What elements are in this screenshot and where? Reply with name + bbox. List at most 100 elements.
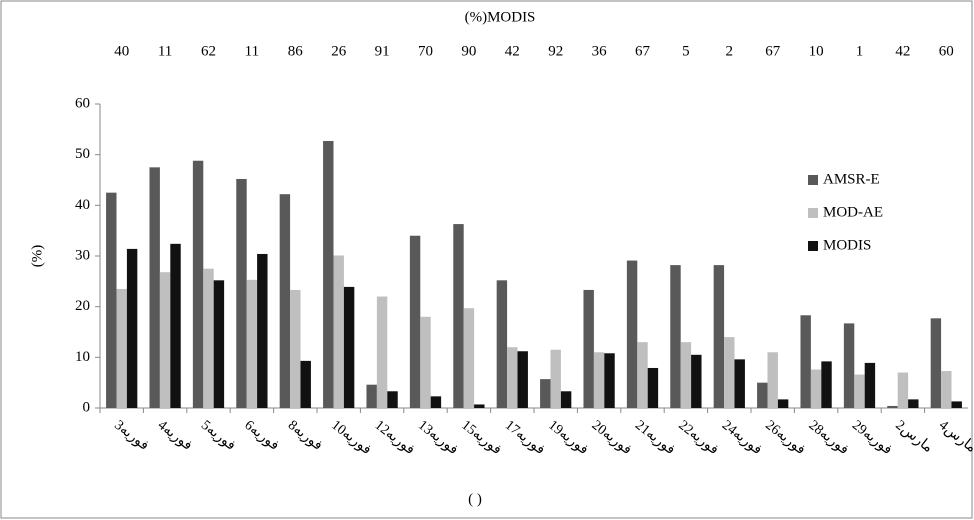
y-tick-label: 20 [75,298,90,314]
bar [680,342,692,408]
bar [463,308,475,408]
bar [691,354,702,408]
bar [453,224,464,408]
bar [213,280,225,408]
bar [941,371,952,408]
top-label: 11 [158,43,172,59]
x-tick-label: 4فوریه [155,418,195,454]
bar [843,323,855,408]
bar [279,194,291,408]
bar [560,391,572,408]
bar [767,352,778,408]
legend-label: AMSR-E [823,171,880,187]
bar [474,404,485,408]
bar [593,352,605,408]
legend-label: MOD-AE [823,204,883,220]
x-tick-label: 29فوریه [849,418,895,458]
bar [507,347,518,408]
top-label: 5 [682,43,690,59]
top-label: 42 [895,43,910,59]
bar [496,280,508,408]
top-label: 10 [809,43,824,59]
bar [734,359,745,408]
bar [800,315,811,408]
y-axis-label: (%) [29,245,45,268]
x-tick-label: 24فوریه [719,418,765,458]
bar [626,260,638,408]
x-tick-label: 19فوریه [545,418,591,458]
top-label: 60 [939,43,954,59]
bar [126,248,138,408]
y-tick-label: 50 [75,146,90,162]
top-label: 91 [375,43,390,59]
bar [106,192,117,408]
legend-swatch [808,241,818,251]
bar [159,272,171,408]
bar [864,362,876,408]
x-tick-label: 26فوریه [762,418,808,458]
bar [930,318,942,408]
bar [854,374,865,408]
top-label: 40 [114,43,129,59]
bar [724,337,735,408]
y-tick-label: 0 [83,399,91,415]
bar [647,367,659,408]
bar [604,353,615,408]
x-tick-label: 28فوریه [806,418,852,458]
bar [300,360,311,408]
bar [517,351,528,408]
x-tick-label: 4مارس [936,418,974,456]
bar [236,178,247,408]
bar [409,235,421,408]
top-label: 70 [418,43,433,59]
bar [376,296,388,408]
top-label: 86 [288,43,304,59]
bar [323,140,334,408]
x-tick-label: 10فوریه [328,418,374,458]
bar [192,160,204,408]
bar [387,391,398,408]
legend-swatch [808,175,818,185]
bar [170,243,181,408]
top-label: 42 [505,43,520,59]
bar [777,399,789,408]
bar [343,286,355,408]
bar [333,255,344,408]
x-tick-label: 8فوریه [285,418,325,454]
legend-swatch [808,208,818,218]
bar [540,379,551,408]
bar [550,349,561,408]
top-label: 67 [635,43,651,59]
bar [290,289,301,408]
x-tick-label: 22فوریه [675,418,721,458]
bar [149,167,160,408]
bar [637,342,648,408]
x-tick-label: 17فوریه [502,418,548,458]
bar [821,361,832,408]
top-label: 26 [331,43,347,59]
chart-title: (%)MODIS [465,9,536,25]
bar [420,316,431,408]
y-tick-label: 10 [75,349,90,365]
bar [951,401,962,408]
bar [810,369,822,408]
y-tick-label: 60 [75,95,90,111]
bar [897,372,909,408]
top-label: 36 [592,43,608,59]
y-tick-label: 40 [75,197,90,213]
bar [203,268,214,408]
x-tick-label: 12فوریه [372,418,418,458]
bar [430,396,442,408]
x-tick-label: 2مارس [892,418,935,456]
x-axis-label: ( ) [468,491,482,507]
bar [246,279,258,408]
legend-label: MODIS [823,237,871,253]
y-tick-label: 30 [75,247,90,263]
x-tick-label: 15فوریه [458,418,504,458]
bar [887,405,898,408]
top-label: 1 [856,43,864,59]
bar [908,399,919,408]
x-tick-label: 21فوریه [632,418,678,458]
